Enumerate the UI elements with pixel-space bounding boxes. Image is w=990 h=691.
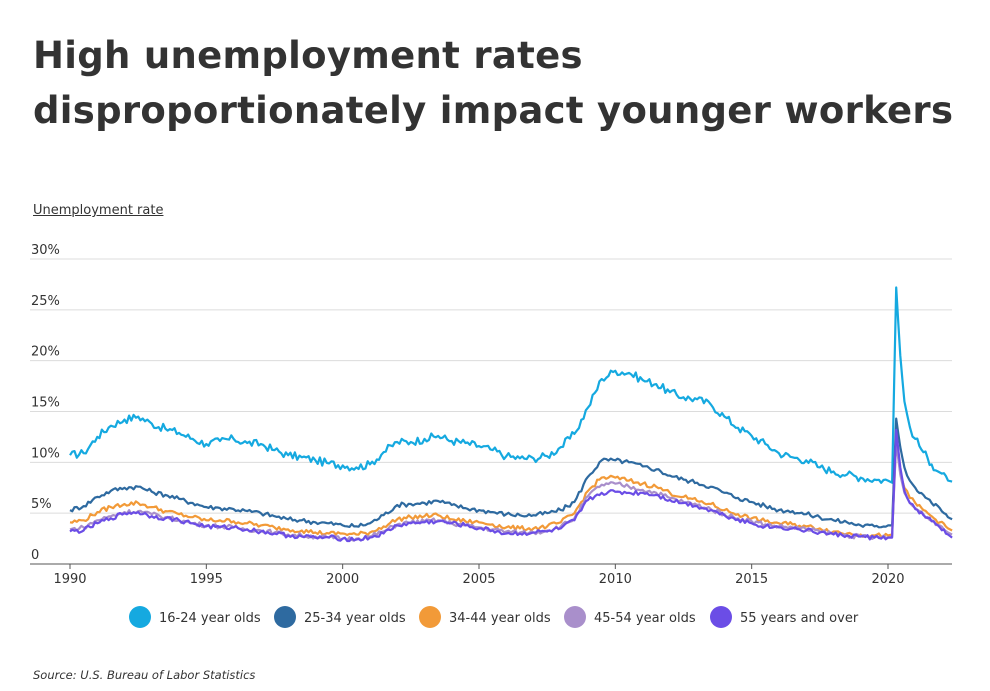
legend: 16-24 year olds 25-34 year olds 34-44 year… (129, 606, 859, 628)
legend-label: 16-24 year olds (159, 611, 261, 626)
source-text: U.S. Bureau of Labor Statistics (80, 668, 256, 682)
y-axis-ticks: 0 5% 10% 15% 20% 25% 30% (31, 243, 60, 563)
series-line-0 (69, 286, 953, 484)
legend-label: 34-44 year olds (449, 611, 551, 626)
y-tick-label: 30% (31, 243, 60, 258)
x-tick-label: 2000 (326, 572, 359, 587)
legend-swatch (419, 606, 441, 628)
grid-lines (30, 258, 952, 514)
source-note: Source: U.S. Bureau of Labor Statistics (33, 668, 255, 682)
chart-title: High unemployment rates disproportionate… (33, 34, 954, 132)
legend-swatch (710, 606, 732, 628)
y-axis-label: Unemployment rate (33, 203, 164, 218)
y-tick-label: 10% (31, 446, 60, 461)
source-label: Source: (33, 668, 77, 682)
y-tick-label: 5% (31, 497, 52, 512)
legend-swatch (274, 606, 296, 628)
legend-swatch (129, 606, 151, 628)
legend-label: 55 years and over (740, 611, 859, 626)
y-tick-label: 0 (31, 548, 39, 563)
series-line-3 (69, 440, 953, 542)
y-tick-label: 20% (31, 345, 60, 360)
series-line-1 (69, 417, 953, 529)
x-tick-label: 1995 (190, 572, 223, 587)
y-tick-label: 15% (31, 396, 60, 411)
x-tick-label: 1990 (53, 572, 86, 587)
x-tick-label: 2015 (735, 572, 768, 587)
y-tick-label: 25% (31, 294, 60, 309)
legend-label: 45-54 year olds (594, 611, 696, 626)
series-line-2 (69, 438, 953, 539)
x-tick-label: 2005 (462, 572, 495, 587)
series-lines (69, 286, 953, 543)
legend-label: 25-34 year olds (304, 611, 406, 626)
legend-swatch (564, 606, 586, 628)
series-line-4 (69, 428, 953, 543)
x-axis: 1990 1995 2000 2005 2010 2015 2020 (30, 563, 952, 587)
x-tick-label: 2020 (871, 572, 904, 587)
x-tick-label: 2010 (599, 572, 632, 587)
